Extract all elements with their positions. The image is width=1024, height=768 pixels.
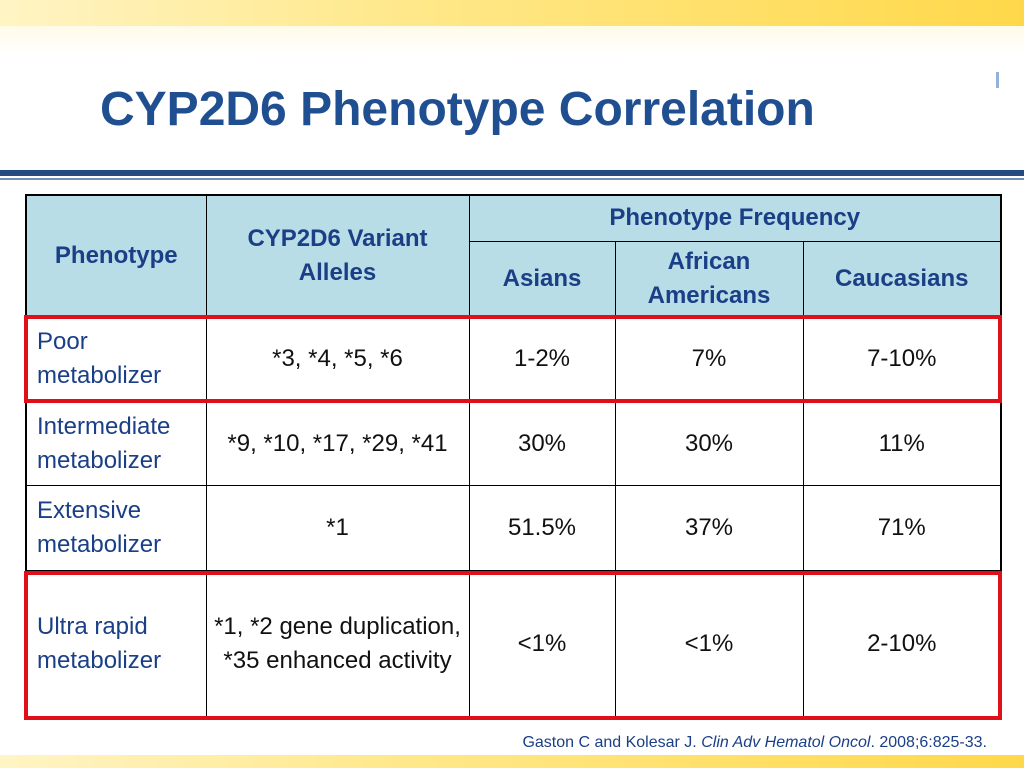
cell-phenotype: Extensive metabolizer	[25, 485, 207, 571]
cell-caucasians: 7-10%	[802, 316, 1002, 402]
cell-african-americans: <1%	[614, 569, 804, 720]
corner-mark	[996, 72, 999, 88]
citation-authors: Gaston C and Kolesar J.	[522, 734, 697, 751]
title-rule-thin	[0, 178, 1024, 180]
header-phenotype: Phenotype	[25, 194, 207, 318]
cell-asians: 1-2%	[468, 316, 616, 402]
phenotype-table: Phenotype CYP2D6 Variant Alleles Phenoty…	[25, 194, 1002, 720]
header-variant-alleles: CYP2D6 Variant Alleles	[205, 194, 470, 318]
cell-asians: 30%	[468, 400, 616, 487]
cell-african-americans: 37%	[614, 485, 804, 571]
header-phenotype-frequency: Phenotype Frequency	[468, 194, 1002, 242]
header-african-americans: African Americans	[614, 240, 804, 318]
cell-phenotype: Poor metabolizer	[25, 316, 207, 402]
cell-african-americans: 30%	[614, 400, 804, 487]
cell-alleles: *3, *4, *5, *6	[205, 316, 470, 402]
header-caucasians: Caucasians	[802, 240, 1002, 318]
table-row: Extensive metabolizer *1 51.5% 37% 71%	[25, 485, 1002, 571]
cell-phenotype: Intermediate metabolizer	[25, 400, 207, 487]
cell-caucasians: 11%	[802, 400, 1002, 487]
table-header-row: Phenotype CYP2D6 Variant Alleles Phenoty…	[25, 194, 1002, 318]
table-subheader-row: Asians African Americans Caucasians	[26, 240, 1002, 318]
cell-alleles: *1, *2 gene duplication, *35 enhanced ac…	[205, 569, 470, 720]
top-band-fade	[0, 26, 1024, 56]
cell-caucasians: 71%	[802, 485, 1002, 571]
slide-title: CYP2D6 Phenotype Correlation	[100, 83, 815, 136]
top-decorative-band	[0, 0, 1024, 26]
cell-alleles: *1	[205, 485, 470, 571]
table-row: Intermediate metabolizer *9, *10, *17, *…	[25, 400, 1002, 487]
cell-asians: 51.5%	[468, 485, 616, 571]
citation-journal: Clin Adv Hematol Oncol	[701, 734, 871, 751]
cell-african-americans: 7%	[614, 316, 804, 402]
cell-caucasians: 2-10%	[802, 569, 1002, 720]
cell-alleles: *9, *10, *17, *29, *41	[205, 400, 470, 487]
citation: Gaston C and Kolesar J. Clin Adv Hematol…	[522, 734, 987, 752]
cell-asians: <1%	[468, 569, 616, 720]
table-row: Ultra rapid metabolizer *1, *2 gene dupl…	[25, 569, 1002, 720]
cell-phenotype: Ultra rapid metabolizer	[25, 569, 207, 720]
title-rule	[0, 170, 1024, 176]
table-row: Poor metabolizer *3, *4, *5, *6 1-2% 7% …	[25, 316, 1002, 402]
header-asians: Asians	[468, 240, 616, 318]
bottom-decorative-band	[0, 755, 1024, 768]
citation-details: . 2008;6:825-33.	[870, 734, 987, 751]
